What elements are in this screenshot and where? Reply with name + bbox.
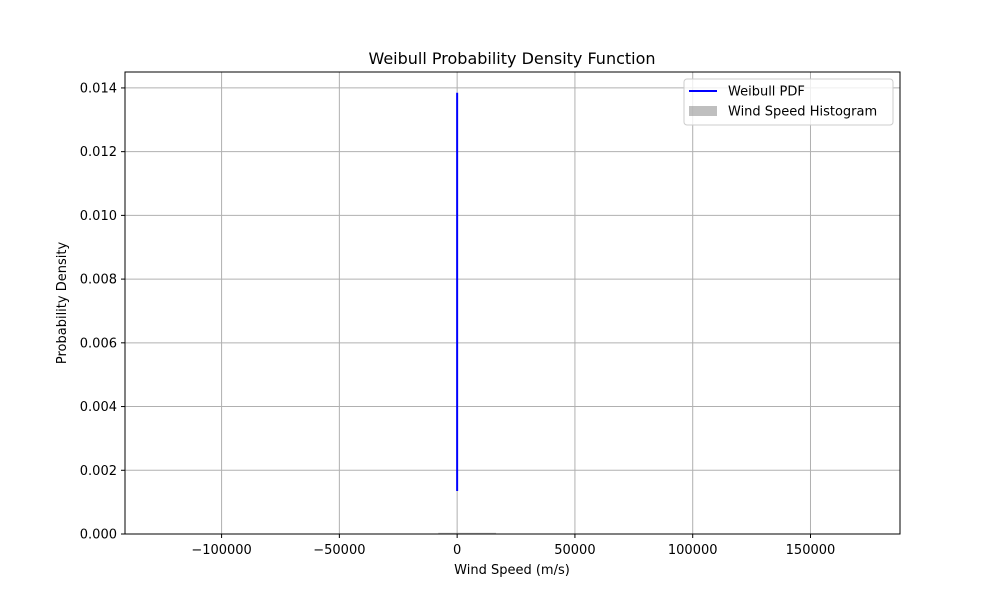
legend-label: Weibull PDF: [728, 85, 805, 100]
legend-swatch-histogram: [689, 106, 717, 116]
chart-title: Weibull Probability Density Function: [368, 49, 655, 68]
x-tick-label: 0: [453, 543, 461, 558]
y-tick-label: 0.008: [80, 273, 117, 288]
y-tick-label: 0.002: [80, 464, 117, 479]
y-tick-label: 0.004: [80, 400, 117, 415]
x-tick-label: 50000: [554, 543, 595, 558]
legend-label: Wind Speed Histogram: [728, 105, 877, 120]
y-axis-label: Probability Density: [55, 242, 70, 365]
x-axis-label: Wind Speed (m/s): [454, 563, 570, 578]
x-tick-label: 100000: [668, 543, 718, 558]
legend: Weibull PDF Wind Speed Histogram: [683, 78, 894, 126]
x-tick-label: 150000: [786, 543, 836, 558]
x-tick-label: −100000: [191, 543, 252, 558]
x-tick-label: −50000: [313, 543, 365, 558]
y-tick-label: 0.012: [80, 145, 117, 160]
plot-data: [438, 92, 497, 534]
y-tick-label: 0.006: [80, 336, 117, 351]
y-tick-label: 0.010: [80, 209, 117, 224]
plot-frame: [124, 71, 901, 535]
axis-ticks: −100000 −50000 0 50000 100000 150000 0.000 0.00…: [80, 81, 836, 558]
y-tick-label: 0.014: [80, 81, 117, 96]
legend-box: [683, 78, 894, 126]
y-tick-label: 0.000: [80, 528, 117, 543]
histogram-bar: [438, 532, 497, 534]
